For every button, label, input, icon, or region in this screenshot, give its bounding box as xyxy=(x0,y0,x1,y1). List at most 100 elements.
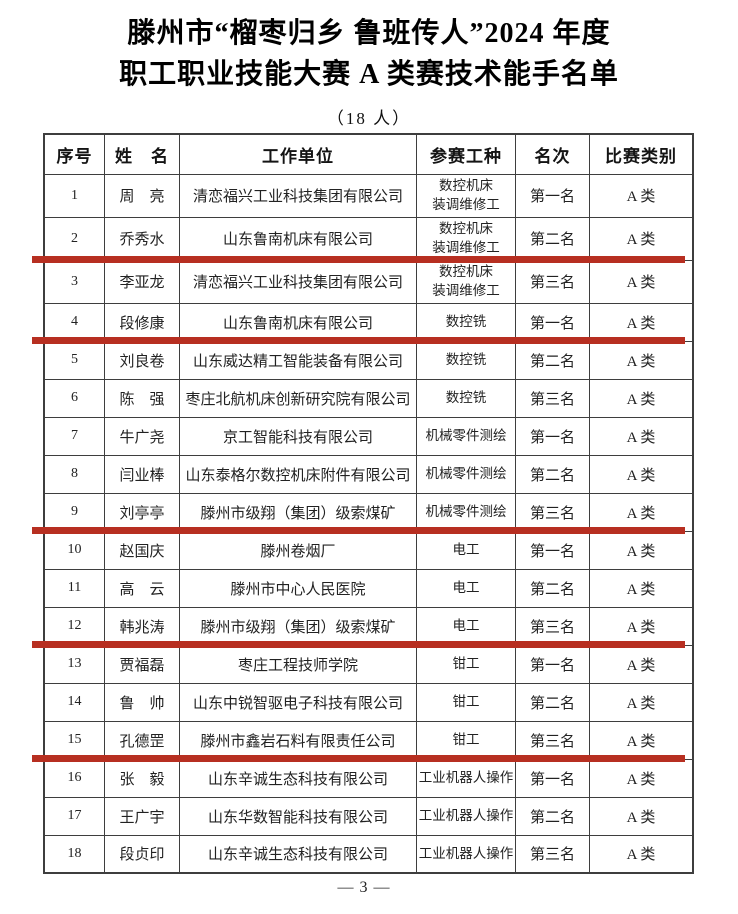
cell-trade: 数控机床 装调维修工 xyxy=(416,259,516,304)
cell-trade: 电工 xyxy=(416,606,516,646)
cell-no: 16 xyxy=(43,758,105,798)
table-row: 5 刘良卷 山东威达精工智能装备有限公司 数控铣 第二名 A 类 xyxy=(43,340,694,380)
cell-name: 韩兆涛 xyxy=(104,606,180,646)
cell-no: 1 xyxy=(43,173,105,218)
cell-category: A 类 xyxy=(589,568,694,608)
cell-unit: 枣庄北航机床创新研究院有限公司 xyxy=(179,378,417,418)
table-row: 18 段贞印 山东辛诚生态科技有限公司 工业机器人操作 第三名 A 类 xyxy=(43,834,694,874)
cell-unit: 山东鲁南机床有限公司 xyxy=(179,216,417,261)
cell-trade: 数控机床 装调维修工 xyxy=(416,173,516,218)
cell-unit: 山东泰格尔数控机床附件有限公司 xyxy=(179,454,417,494)
cell-rank: 第三名 xyxy=(515,720,590,760)
cell-unit: 滕州市级翔（集团）级索煤矿 xyxy=(179,606,417,646)
cell-trade: 机械零件测绘 xyxy=(416,492,516,532)
footer-page-number: — 3 — xyxy=(337,879,391,896)
cell-category: A 类 xyxy=(589,302,694,342)
cell-category: A 类 xyxy=(589,796,694,836)
cell-unit: 枣庄工程技师学院 xyxy=(179,644,417,684)
cell-name: 段修康 xyxy=(104,302,180,342)
cell-unit: 山东华数智能科技有限公司 xyxy=(179,796,417,836)
table-row: 15 孔德罡 滕州市鑫岩石料有限责任公司 钳工 第三名 A 类 xyxy=(43,720,694,760)
cell-name: 牛广尧 xyxy=(104,416,180,456)
table-row: 4 段修康 山东鲁南机床有限公司 数控铣 第一名 A 类 xyxy=(43,302,694,342)
cell-no: 18 xyxy=(43,834,105,874)
cell-trade: 电工 xyxy=(416,568,516,608)
cell-name: 闫业棒 xyxy=(104,454,180,494)
cell-no: 5 xyxy=(43,340,105,380)
cell-no: 14 xyxy=(43,682,105,722)
cell-category: A 类 xyxy=(589,416,694,456)
cell-category: A 类 xyxy=(589,530,694,570)
cell-unit: 山东鲁南机床有限公司 xyxy=(179,302,417,342)
column-header: 名次 xyxy=(515,133,590,175)
red-underline-annotation xyxy=(32,527,685,534)
table-row: 14 鲁 帅山东中锐智驱电子科技有限公司 钳工 第二名 A 类 xyxy=(43,682,694,722)
cell-rank: 第二名 xyxy=(515,216,590,261)
cell-name: 贾福磊 xyxy=(104,644,180,684)
cell-name: 段贞印 xyxy=(104,834,180,874)
table-row: 11 高 云滕州市中心人民医院 电工 第二名 A 类 xyxy=(43,568,694,608)
cell-trade: 电工 xyxy=(416,530,516,570)
cell-trade: 数控铣 xyxy=(416,340,516,380)
cell-rank: 第二名 xyxy=(515,340,590,380)
cell-rank: 第二名 xyxy=(515,454,590,494)
cell-rank: 第一名 xyxy=(515,173,590,218)
cell-unit: 滕州市级翔（集团）级索煤矿 xyxy=(179,492,417,532)
cell-rank: 第三名 xyxy=(515,259,590,304)
cell-no: 6 xyxy=(43,378,105,418)
cell-no: 13 xyxy=(43,644,105,684)
table-row: 9 刘亭亭 滕州市级翔（集团）级索煤矿 机械零件测绘 第三名 A 类 xyxy=(43,492,694,532)
column-header: 参赛工种 xyxy=(416,133,516,175)
cell-name: 鲁 帅 xyxy=(104,682,180,722)
cell-trade: 机械零件测绘 xyxy=(416,454,516,494)
table-row: 2 乔秀水 山东鲁南机床有限公司 数控机床 装调维修工 第二名 A 类 xyxy=(43,216,694,261)
cell-trade: 机械零件测绘 xyxy=(416,416,516,456)
cell-category: A 类 xyxy=(589,682,694,722)
red-underline-annotation xyxy=(32,256,685,263)
cell-category: A 类 xyxy=(589,378,694,418)
cell-unit: 京工智能科技有限公司 xyxy=(179,416,417,456)
cell-rank: 第一名 xyxy=(515,644,590,684)
cell-trade: 工业机器人操作 xyxy=(416,758,516,798)
table-row: 10 赵国庆 滕州卷烟厂 电工 第一名 A 类 xyxy=(43,530,694,570)
cell-category: A 类 xyxy=(589,758,694,798)
table-row: 17 王广宇 山东华数智能科技有限公司 工业机器人操作 第二名 A 类 xyxy=(43,796,694,836)
table-row: 8 闫业棒 山东泰格尔数控机床附件有限公司 机械零件测绘 第二名 A 类 xyxy=(43,454,694,494)
cell-category: A 类 xyxy=(589,644,694,684)
cell-category: A 类 xyxy=(589,720,694,760)
cell-unit: 清恋福兴工业科技集团有限公司 xyxy=(179,173,417,218)
cell-trade: 数控机床 装调维修工 xyxy=(416,216,516,261)
cell-unit: 山东威达精工智能装备有限公司 xyxy=(179,340,417,380)
cell-category: A 类 xyxy=(589,340,694,380)
cell-no: 11 xyxy=(43,568,105,608)
cell-category: A 类 xyxy=(589,259,694,304)
cell-no: 15 xyxy=(43,720,105,760)
column-header: 姓 名 xyxy=(104,133,180,175)
table-row: 13 贾福磊 枣庄工程技师学院 钳工 第一名 A 类 xyxy=(43,644,694,684)
table-row: 7 牛广尧 京工智能科技有限公司 机械零件测绘 第一名 A 类 xyxy=(43,416,694,456)
cell-name: 刘良卷 xyxy=(104,340,180,380)
cell-rank: 第一名 xyxy=(515,302,590,342)
table-header-row: 序号姓 名工作单位 参赛工种 名次 比赛类别 xyxy=(43,133,694,175)
column-header: 序号 xyxy=(43,133,105,175)
cell-category: A 类 xyxy=(589,216,694,261)
cell-rank: 第一名 xyxy=(515,530,590,570)
cell-no: 17 xyxy=(43,796,105,836)
cell-rank: 第二名 xyxy=(515,682,590,722)
cell-rank: 第二名 xyxy=(515,796,590,836)
cell-rank: 第一名 xyxy=(515,758,590,798)
cell-no: 4 xyxy=(43,302,105,342)
cell-trade: 钳工 xyxy=(416,644,516,684)
cell-name: 李亚龙 xyxy=(104,259,180,304)
column-header: 工作单位 xyxy=(179,133,417,175)
cell-trade: 工业机器人操作 xyxy=(416,834,516,874)
cell-trade: 工业机器人操作 xyxy=(416,796,516,836)
cell-no: 2 xyxy=(43,216,105,261)
cell-unit: 山东中锐智驱电子科技有限公司 xyxy=(179,682,417,722)
cell-trade: 钳工 xyxy=(416,682,516,722)
page-title-line-2: 职工职业技能大赛 A 类赛技术能手名单 xyxy=(119,59,619,90)
